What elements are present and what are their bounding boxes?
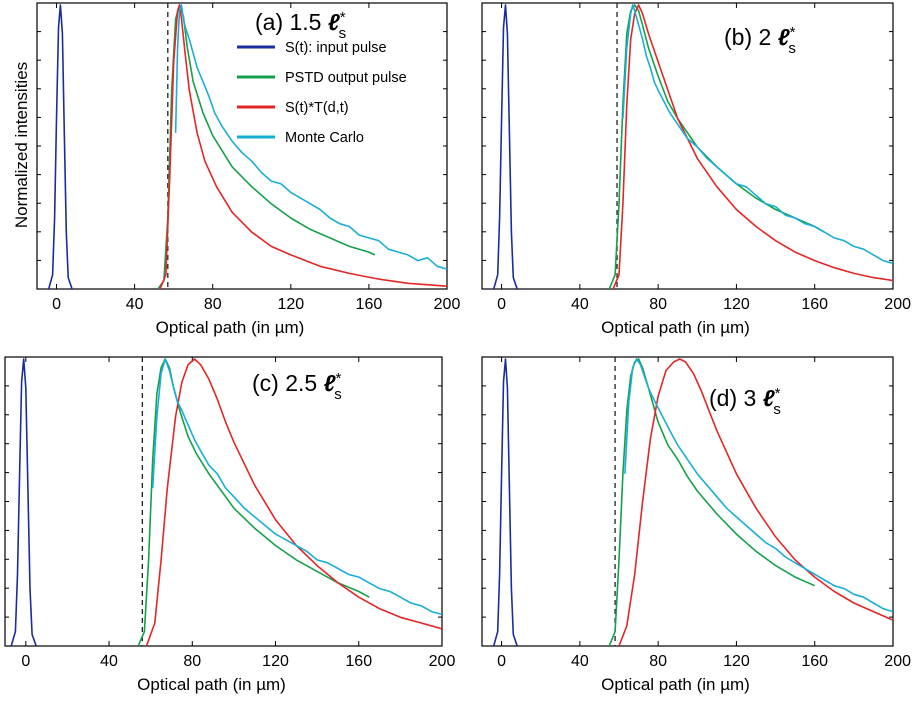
panel-a: 0 40 80 120 160 200 Optical path (in µm) (a) 1.… bbox=[36, 2, 461, 337]
series-line-mc bbox=[174, 4, 447, 270]
panel-d: 0 40 80 120 160 200 Optical path (in µm) (d) 3 … bbox=[481, 356, 911, 694]
series-line-mc bbox=[624, 358, 893, 613]
legend-label: Monte Carlo bbox=[285, 130, 364, 146]
panel-title: (c) 2.5 ℓ* s bbox=[252, 370, 342, 403]
x-tick-label: 80 bbox=[649, 296, 667, 313]
series-line-mc bbox=[151, 358, 442, 616]
x-tick-label: 40 bbox=[126, 296, 144, 313]
series-line-mc bbox=[622, 4, 893, 265]
x-tick-label: 0 bbox=[497, 653, 506, 670]
x-tick-label: 0 bbox=[52, 296, 61, 313]
series-line-input bbox=[47, 4, 73, 289]
x-tick-label: 80 bbox=[649, 653, 667, 670]
x-tick-label: 80 bbox=[183, 653, 201, 670]
series-line-conv bbox=[145, 358, 442, 646]
series-line-input bbox=[492, 4, 518, 289]
series-line-conv bbox=[159, 4, 447, 289]
legend-label: S(t): input pulse bbox=[285, 40, 387, 56]
series-line-pstd bbox=[608, 358, 816, 646]
curves bbox=[492, 357, 893, 646]
x-tick-label: 120 bbox=[723, 653, 750, 670]
x-tick-label: 200 bbox=[434, 296, 461, 313]
plot-frame bbox=[481, 2, 894, 290]
x-tick-label: 40 bbox=[571, 296, 589, 313]
x-tick-label: 160 bbox=[345, 653, 372, 670]
curves bbox=[492, 3, 893, 289]
x-tick-label: 160 bbox=[356, 296, 383, 313]
x-tick-label: 80 bbox=[204, 296, 222, 313]
x-tick-label: 120 bbox=[262, 653, 289, 670]
x-axis-label: Optical path (in µm) bbox=[156, 318, 305, 337]
x-axis-label: Optical path (in µm) bbox=[137, 675, 286, 694]
x-tick-label: 40 bbox=[571, 653, 589, 670]
x-tick-label: 160 bbox=[801, 296, 828, 313]
legend: S(t): input pulse PSTD output pulse S(t)*T… bbox=[237, 40, 407, 146]
plot-frame bbox=[481, 356, 894, 647]
series-line-conv bbox=[618, 358, 893, 646]
x-tick-label: 200 bbox=[884, 653, 911, 670]
legend-label: S(t)*T(d,t) bbox=[285, 100, 349, 116]
series-line-input bbox=[10, 358, 37, 646]
panel-title: (d) 3 ℓ* s bbox=[709, 385, 781, 418]
x-tick-label: 200 bbox=[884, 296, 911, 313]
x-tick-label: 200 bbox=[429, 653, 456, 670]
x-tick-label: 160 bbox=[801, 653, 828, 670]
panel-c: 0 40 80 120 160 200 Optical path (in µm) (c) 2.… bbox=[4, 356, 456, 694]
panel-title: (b) 2 ℓ* s bbox=[724, 24, 796, 57]
panel-title: (a) 1.5 ℓ* s bbox=[255, 9, 346, 42]
series-line-conv bbox=[612, 4, 893, 289]
series-line-pstd bbox=[137, 358, 370, 646]
x-tick-label: 40 bbox=[100, 653, 118, 670]
x-tick-label: 0 bbox=[497, 296, 506, 313]
legend-label: PSTD output pulse bbox=[285, 70, 407, 86]
y-axis-label: Normalized intensities bbox=[12, 62, 31, 228]
x-axis-label: Optical path (in µm) bbox=[601, 318, 750, 337]
series-line-input bbox=[492, 358, 518, 646]
x-tick-label: 120 bbox=[723, 296, 750, 313]
plot-frame bbox=[4, 356, 443, 647]
curves bbox=[10, 357, 442, 646]
panel-b: 0 40 80 120 160 200 Optical path (in µm) (b) 2 … bbox=[481, 2, 911, 337]
x-tick-label: 0 bbox=[21, 653, 30, 670]
x-axis-label: Optical path (in µm) bbox=[601, 675, 750, 694]
curves bbox=[47, 3, 447, 289]
x-tick-label: 120 bbox=[277, 296, 304, 313]
